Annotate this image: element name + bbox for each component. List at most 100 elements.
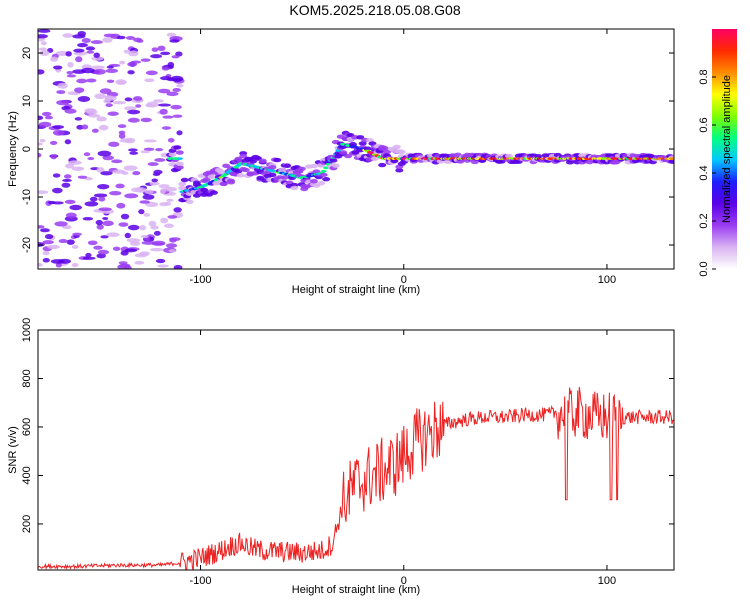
colorbar-label: Normalized spectral amplitude — [721, 75, 733, 223]
spectrogram-cell — [668, 159, 674, 164]
spectrogram-cell — [52, 187, 63, 194]
spectrogram-cell — [159, 76, 172, 81]
spectrogram-cell — [38, 121, 52, 128]
y-tick-label: 0 — [21, 146, 33, 152]
spectrogram-cell — [116, 202, 126, 209]
spectrogram-cell — [38, 29, 51, 33]
x-tick-label: -100 — [190, 575, 212, 587]
colorbar: 0.0 0.2 0.4 0.6 0.8 Normalized spectral ampl… — [698, 29, 737, 277]
spectrogram-cell — [66, 70, 74, 75]
colorbar-tick-label: 0.6 — [698, 117, 710, 132]
spectrogram-cell — [297, 166, 306, 172]
spectrogram-cell — [124, 232, 131, 239]
spectrogram-xlabel: Height of straight line (km) — [292, 284, 420, 296]
spectrogram-cell — [120, 250, 129, 256]
spectrogram-cell — [52, 201, 64, 205]
spectrogram-cell — [53, 65, 63, 70]
spectrogram-cell — [140, 150, 151, 154]
spectrogram-cell — [102, 220, 114, 227]
spectrogram-cell — [131, 187, 143, 193]
spectrogram-cell — [42, 240, 54, 245]
spectrogram-cell — [100, 171, 113, 176]
spectrogram-cell — [175, 165, 184, 170]
spectrogram-cell — [106, 65, 114, 69]
spectrogram-cell — [127, 224, 140, 231]
snr-plot-area — [38, 330, 674, 570]
spectrogram-cell — [175, 161, 184, 167]
spectrogram-cell — [117, 124, 127, 129]
spectrogram-cell — [96, 253, 106, 259]
spectrogram-cell — [161, 126, 172, 130]
spectrogram-cell — [102, 216, 109, 221]
spectrogram-cell — [71, 262, 79, 268]
spectrogram-cell — [128, 50, 139, 57]
spectrogram-cell — [173, 78, 183, 82]
spectrogram-cell — [64, 199, 76, 205]
spectrogram-cell — [151, 178, 158, 183]
spectrogram-cell — [153, 230, 161, 236]
spectrogram-cell — [348, 142, 357, 147]
spectrogram-cell — [87, 157, 95, 161]
spectrogram-cell — [138, 209, 145, 215]
spectrogram-cell — [91, 65, 105, 70]
spectrogram-cell — [97, 249, 110, 255]
spectrogram-cell — [54, 221, 68, 227]
spectrogram-cell — [151, 240, 166, 246]
spectrogram-cell — [309, 178, 318, 184]
spectrogram-cell — [363, 146, 372, 151]
snr-x-ticks: -100 0 100 — [190, 330, 616, 587]
spectrogram-cell — [317, 180, 326, 186]
spectrogram-cell — [165, 243, 178, 248]
spectrogram-cell — [81, 124, 89, 130]
spectrogram-cell — [125, 36, 135, 40]
spectrogram-cell — [105, 68, 118, 73]
spectrogram-cell — [119, 60, 126, 65]
spectrogram-cell — [170, 104, 182, 110]
spectrogram-cell — [107, 111, 119, 116]
spectrogram-cell — [143, 147, 155, 152]
spectrogram-cell — [103, 98, 111, 104]
spectrogram-cell — [157, 45, 166, 52]
spectrogram-cell — [207, 174, 216, 180]
y-tick-label: 10 — [21, 95, 33, 107]
spectrogram-cell — [175, 150, 184, 155]
spectrogram-cell — [173, 145, 182, 150]
spectrogram-cell — [63, 174, 72, 179]
spectrogram-cell — [58, 239, 68, 244]
spectrogram-cell — [132, 171, 141, 176]
spectrogram-cell — [86, 50, 95, 54]
spectrogram-cell — [278, 167, 287, 173]
spectrogram-cell — [41, 111, 52, 117]
spectrogram-cell — [268, 172, 277, 178]
spectrogram-blobs — [38, 29, 674, 269]
spectrogram-cell — [366, 138, 375, 143]
spectrogram-cell — [141, 240, 156, 245]
spectrogram-cell — [57, 82, 68, 89]
spectrogram-cell — [127, 117, 140, 123]
spectrogram-cell — [149, 247, 164, 252]
spectrogram-cell — [38, 190, 49, 194]
spectrogram-cell — [154, 158, 166, 162]
spectrogram-cell — [77, 175, 88, 179]
spectrogram-cell — [68, 160, 82, 165]
spectrogram-cell — [91, 56, 104, 61]
spectrogram-cell — [160, 217, 169, 224]
spectrogram-cell — [176, 157, 183, 161]
spectrogram-cell — [178, 185, 187, 191]
spectrogram-cell — [178, 181, 187, 187]
spectrogram-cell — [82, 216, 94, 221]
spectrogram-cell — [39, 228, 50, 233]
spectrogram-cell — [129, 241, 141, 246]
spectrogram-cell — [93, 245, 103, 250]
x-tick-label: 100 — [598, 274, 616, 286]
spectrogram-cell — [397, 149, 406, 155]
spectrogram-cell — [42, 251, 50, 256]
spectrogram-cell — [128, 148, 138, 152]
spectrogram-cell — [669, 157, 674, 160]
spectrogram-cell — [96, 167, 105, 173]
spectrogram-cell — [329, 158, 338, 163]
spectrogram-cell — [91, 128, 99, 133]
spectrogram-cell — [98, 124, 109, 131]
spectrogram-cell — [72, 232, 82, 236]
